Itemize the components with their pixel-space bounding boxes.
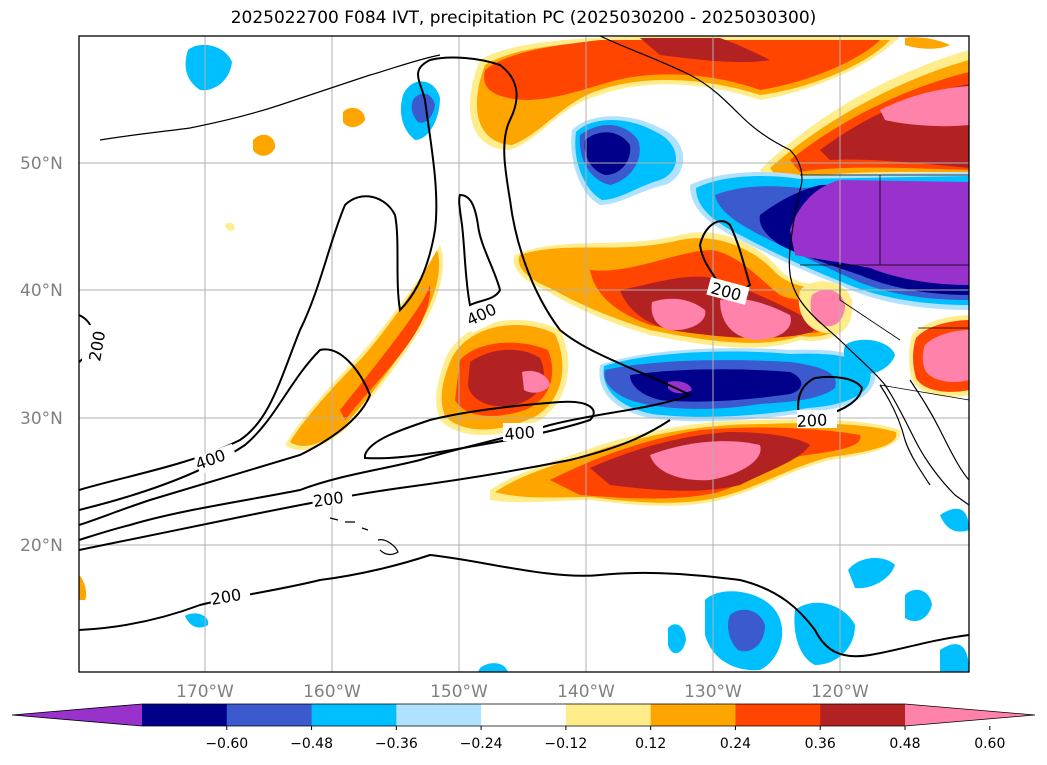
contour-200-east [698, 220, 752, 289]
shade-diag-band-mid [290, 250, 440, 446]
contour-label-bg [503, 423, 543, 441]
contour-label-bg [797, 410, 837, 428]
lon-labels: 170°W 160°W 150°W 140°W 130°W 120°W [176, 682, 869, 702]
lon-label: 170°W [176, 682, 234, 702]
colorbar-tick-label: 0.36 [805, 736, 836, 752]
shade-pos-small-1 [253, 134, 276, 156]
shade-neg-small-11 [843, 339, 895, 375]
contour-label-bg [706, 277, 750, 305]
us-border-6 [879, 384, 969, 401]
shade-neg-small-5 [848, 558, 895, 589]
colorbar-segment [565, 704, 652, 726]
shade-sub-band-max [650, 441, 761, 481]
lat-label: 30°N [20, 409, 63, 429]
lat-labels: 50°N 40°N 30°N 20°N [20, 154, 63, 556]
baja-coast [879, 384, 931, 486]
contour-label-bg [194, 443, 238, 475]
shade-pos-small-4 [225, 222, 235, 231]
colorbar-tick-label: 0.24 [720, 736, 751, 752]
shade-neg-west-max [790, 180, 969, 285]
hawaii-islands [329, 517, 399, 556]
contour-200-south2 [79, 419, 671, 551]
colorbar-segment [820, 704, 906, 726]
coastlines [99, 36, 969, 556]
shade-neg-small-6 [905, 589, 932, 622]
shade-alaska-band-strong [484, 40, 880, 100]
shade-pos-right-coast-max [922, 330, 969, 382]
shade-nw-band-max [880, 86, 969, 127]
contour-label: 400 [504, 422, 536, 444]
shade-neg-band-vstrong [630, 369, 802, 402]
contour-200-outer [79, 56, 693, 541]
colorbar-segment [396, 704, 482, 726]
colorbar-segment [481, 704, 567, 726]
shade-alaska-band-vstrong [640, 38, 770, 63]
shade-central-blob-vstrong [468, 349, 544, 407]
lat-label: 50°N [20, 154, 63, 174]
colorbar-tick-label: −0.36 [375, 736, 418, 752]
contour-label-bg [82, 325, 102, 363]
contour-label-bg [463, 297, 511, 333]
shade-mid-band-max [651, 298, 706, 331]
contour-400-2 [364, 400, 595, 460]
alaska-coast [599, 36, 803, 191]
contour-label-bg [208, 583, 252, 609]
lat-label: 40°N [20, 281, 63, 301]
colorbar-tick-label: 0.60 [974, 736, 1005, 752]
shade-central-blob-max [522, 370, 550, 393]
lat-label: 20°N [20, 536, 63, 556]
contour-label-bg [310, 485, 354, 509]
contour-400-3 [458, 193, 502, 307]
shade-neg-small-3b [728, 609, 765, 652]
shade-pos-small-3 [79, 575, 87, 600]
map-content: 200 400 400 200 200 200 400 200 [79, 36, 969, 672]
shade-pos-small-5 [905, 37, 950, 49]
colorbar-segment [311, 704, 397, 726]
colorbar-tick-label: −0.24 [460, 736, 503, 752]
shade-neg-small-12 [478, 663, 508, 672]
shade-neg-small-2b [411, 93, 435, 123]
colorbar-extend-high [905, 704, 1035, 726]
colorbar-extend-low [12, 704, 142, 726]
shade-neg-small-10 [185, 613, 209, 628]
colorbar-tick-label: −0.48 [290, 736, 333, 752]
shade-neg-band-max [668, 381, 692, 394]
lon-label: 150°W [430, 682, 488, 702]
shade-neg-small-7 [940, 508, 969, 532]
colorbar-segment [735, 704, 821, 726]
colorbar-tick-label: −0.60 [205, 736, 248, 752]
colorbar: −0.60 −0.48 −0.36 −0.24 −0.12 0.12 0.24 0.36 0.4… [11, 703, 1036, 752]
lon-label: 130°W [684, 682, 742, 702]
colorbar-segment [142, 704, 228, 726]
map-title: 2025022700 F084 IVT, precipitation PC (2… [230, 8, 817, 28]
colorbar-tick-label: 0.12 [635, 736, 666, 752]
shade-neg-small-1 [185, 44, 232, 91]
us-border-4 [839, 265, 901, 341]
shade-mid-band-max2 [720, 298, 791, 340]
precip-shading [79, 36, 969, 672]
gulf-california [909, 379, 969, 481]
shade-neg-blob-north-vstrong [584, 132, 631, 175]
colorbar-segment [226, 704, 313, 726]
colorbar-outline [11, 703, 1036, 727]
contour-label: 200 [312, 488, 345, 511]
shade-pos-small-2 [343, 107, 365, 128]
shade-diag-band-strong [340, 285, 431, 420]
gridlines [79, 36, 969, 672]
map-frame [78, 35, 970, 673]
colorbar-tick-label: −0.12 [544, 736, 587, 752]
shade-neg-small-8 [940, 644, 969, 672]
na-west-coast [788, 189, 969, 506]
shade-coast-max2 [810, 289, 845, 327]
lon-label: 160°W [303, 682, 361, 702]
shade-neg-small-9 [668, 624, 686, 654]
lon-label: 140°W [557, 682, 615, 702]
colorbar-segment [650, 704, 736, 726]
aleutian-coast [99, 54, 441, 141]
contour-label: 200 [796, 410, 827, 431]
lon-label: 120°W [811, 682, 869, 702]
colorbar-tick-label: 0.48 [889, 736, 920, 752]
